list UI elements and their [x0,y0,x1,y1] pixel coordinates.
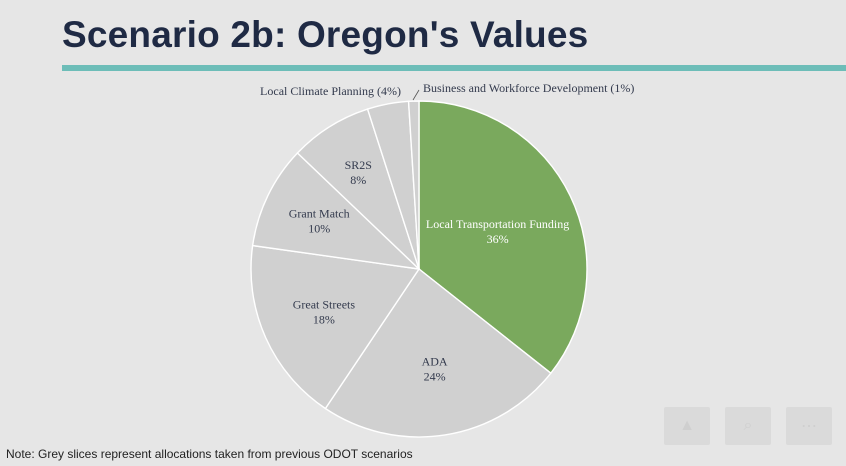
slice-label-4: Grant Match [289,207,350,221]
presenter-control-more[interactable]: ⋯ [786,407,832,445]
leader-line-7 [412,89,420,101]
pie-slice-4 [251,152,422,270]
pie-slice-3 [250,244,421,410]
slice-label-6: Local Climate Planning (4%) [260,84,401,98]
slice-value-1: 36% [487,232,509,246]
slice-value-2: 24% [424,370,446,384]
title-underline [62,65,846,71]
slice-value-4: 10% [308,222,330,236]
slice-label-2: ADA [422,355,448,369]
slice-label-7: Business and Workforce Development (1%) [423,81,634,95]
search-icon: ⌕ [743,417,753,434]
pointer-icon: ▲ [679,417,695,434]
presenter-control-zoom[interactable]: ⌕ [725,407,771,445]
pie-slice-7 [407,100,420,270]
more-icon: ⋯ [801,418,817,435]
slice-label-3: Great Streets [293,298,356,312]
slice-value-5: 8% [350,173,366,187]
presenter-control-pointer[interactable]: ▲ [664,407,710,445]
pie-slice-1 [418,100,588,375]
slice-value-3: 18% [313,313,335,327]
slide-title: Scenario 2b: Oregon's Values [62,14,589,55]
pie-slice-2 [324,267,552,438]
footnote: Note: Grey slices represent allocations … [6,447,413,461]
slice-label-1: Local Transportation Funding [426,217,569,231]
slice-label-5: SR2S [345,158,372,172]
